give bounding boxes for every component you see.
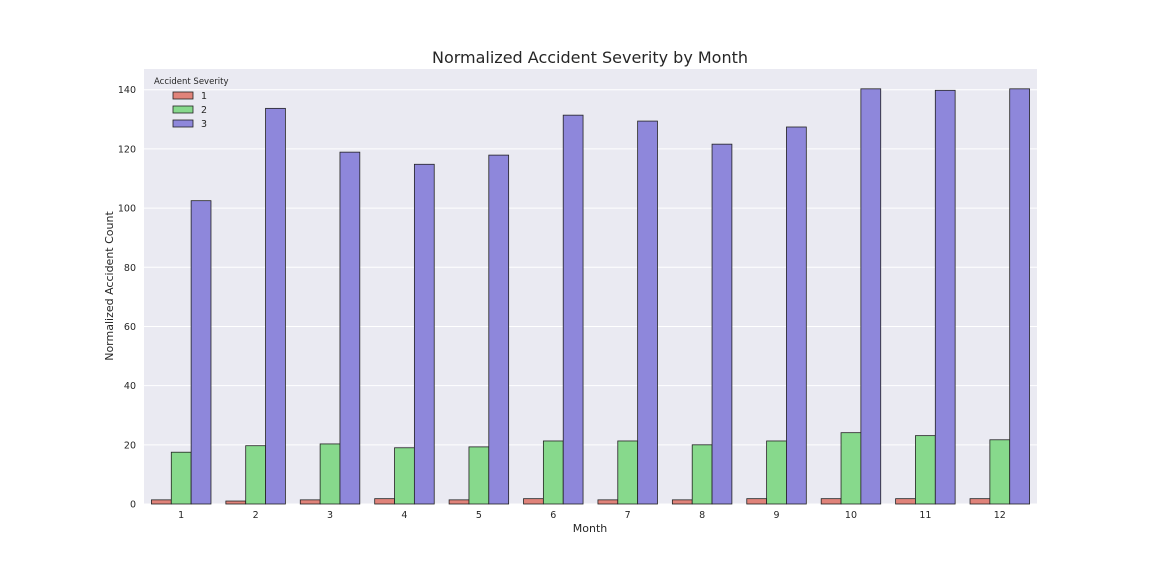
y-tick-label: 120: [118, 144, 136, 155]
x-tick-label: 1: [178, 510, 184, 521]
bar-severity-2-month-10: [840, 432, 862, 505]
legend-label: 2: [201, 105, 207, 116]
y-tick-label: 20: [124, 440, 136, 451]
bar-severity-2-month-8: [691, 444, 713, 505]
bar-severity-1-month-2: [225, 500, 247, 505]
bar-severity-1-month-7: [597, 499, 619, 505]
legend-swatch-1: [172, 91, 194, 100]
bar-severity-2-month-1: [170, 451, 192, 505]
y-tick-label: 40: [124, 381, 136, 392]
bar-severity-2-month-5: [468, 446, 490, 505]
x-tick-label: 5: [476, 510, 482, 521]
legend-swatch-2: [172, 105, 194, 114]
legend-swatch-3: [172, 119, 194, 128]
y-tick-label: 140: [118, 85, 136, 96]
chart-title: Normalized Accident Severity by Month: [432, 48, 748, 67]
bar-severity-2-month-11: [915, 435, 936, 505]
bar-severity-1-month-8: [671, 499, 693, 505]
bar-severity-3-month-6: [562, 114, 584, 505]
bar-severity-2-month-3: [319, 443, 341, 505]
y-tick-label: 80: [124, 263, 136, 274]
x-tick-label: 12: [994, 510, 1006, 521]
plot-background: [144, 69, 1037, 504]
bar-severity-1-month-11: [895, 498, 916, 505]
bar-severity-1-month-6: [523, 498, 544, 505]
x-tick-label: 9: [774, 510, 780, 521]
bar-severity-3-month-12: [1009, 88, 1030, 505]
bar-severity-1-month-5: [448, 499, 470, 505]
bar-severity-1-month-9: [746, 498, 768, 505]
x-tick-label: 2: [253, 510, 259, 521]
x-tick-label: 8: [699, 510, 705, 521]
x-tick-label: 3: [327, 510, 333, 521]
bar-severity-3-month-10: [860, 88, 882, 505]
bar-severity-3-month-4: [413, 163, 435, 505]
bar-severity-1-month-1: [151, 499, 172, 505]
y-tick-label: 0: [130, 500, 136, 511]
bars: [151, 88, 1030, 505]
bar-severity-1-month-10: [820, 498, 842, 505]
bar-severity-2-month-7: [617, 440, 639, 505]
bar-severity-2-month-4: [394, 447, 415, 505]
bar-severity-3-month-1: [190, 200, 212, 505]
y-tick-labels: 0 20 40 60 80 100 120 140: [118, 85, 136, 510]
bar-severity-2-month-12: [989, 439, 1011, 505]
bar-severity-3-month-2: [265, 107, 286, 505]
y-axis-label: Normalized Accident Count: [103, 211, 116, 361]
x-axis-label: Month: [573, 522, 608, 535]
legend-label: 3: [201, 119, 207, 130]
legend: Accident Severity 1 2 3: [154, 77, 229, 130]
bar-severity-1-month-12: [969, 498, 991, 505]
bar-severity-3-month-3: [339, 151, 361, 505]
y-tick-label: 100: [118, 204, 136, 215]
legend-label: 1: [201, 91, 207, 102]
x-tick-label: 10: [845, 510, 857, 521]
legend-title: Accident Severity: [154, 77, 229, 87]
bar-severity-2-month-9: [766, 440, 787, 505]
bar-severity-1-month-3: [299, 499, 321, 505]
x-tick-label: 11: [919, 510, 931, 521]
y-tick-label: 60: [124, 322, 136, 333]
bar-severity-3-month-5: [488, 154, 510, 505]
bar-severity-3-month-9: [786, 126, 807, 505]
bar-severity-3-month-11: [934, 89, 956, 505]
bar-severity-3-month-8: [711, 143, 733, 505]
bar-severity-3-month-7: [637, 120, 658, 505]
bar-severity-2-month-2: [245, 445, 266, 505]
x-tick-label: 7: [625, 510, 631, 521]
x-tick-label: 6: [550, 510, 556, 521]
bar-severity-1-month-4: [374, 498, 395, 505]
bar-severity-2-month-6: [542, 440, 564, 505]
x-tick-label: 4: [401, 510, 407, 521]
gridlines: [144, 89, 1037, 505]
x-tick-labels: 1 2 3 4 5 6 7 8 9 10 11 12: [178, 510, 1006, 521]
